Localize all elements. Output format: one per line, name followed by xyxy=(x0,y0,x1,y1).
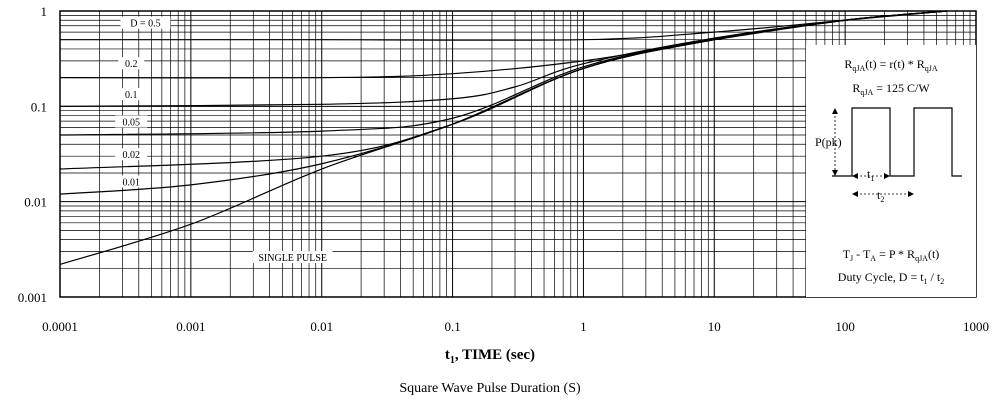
x-tick-label: 10 xyxy=(708,319,721,334)
t2-arrow-right xyxy=(908,191,914,197)
x-tick-label: 1 xyxy=(580,319,587,334)
series-label-bg-d-0-5 xyxy=(120,16,171,29)
inset-formula-1: RqJA(t) = r(t) * RqJA xyxy=(844,57,937,73)
series-label-bg-single-pulse xyxy=(252,251,333,264)
ppk-arrow-down xyxy=(832,170,838,176)
series-line-single-pulse xyxy=(59,10,948,265)
series-label-d-0-5: D = 0.5 xyxy=(130,19,160,30)
series-layer xyxy=(59,10,948,265)
y-tick-label: 0.001 xyxy=(18,290,47,305)
series-label-bg-0-01 xyxy=(115,175,148,188)
y-tick-label: 0.1 xyxy=(31,99,47,114)
series-label-bg-0-1 xyxy=(118,88,145,101)
x-tick-label: 0.0001 xyxy=(42,319,78,334)
x-axis-label: t1, TIME (sec) xyxy=(445,347,535,366)
t1-arrow-right xyxy=(884,173,890,179)
series-label-0-02: 0.02 xyxy=(122,150,140,161)
t2-label: t2 xyxy=(877,188,884,204)
series-label-0-1: 0.1 xyxy=(125,90,138,101)
series-label-0-2: 0.2 xyxy=(125,59,138,70)
x-tick-label: 0.001 xyxy=(176,319,205,334)
ppk-arrow-up xyxy=(832,108,838,114)
ppk-label: P(pk) xyxy=(815,135,842,149)
inset-duty-cycle: Duty Cycle, D = t1 / t2 xyxy=(838,270,944,286)
x-tick-label: 100 xyxy=(835,319,855,334)
minor-grid xyxy=(60,11,976,297)
series-label-bg-0-02 xyxy=(115,148,148,161)
y-tick-label: 1 xyxy=(41,4,48,19)
inset-panel: RqJA(t) = r(t) * RqJA RqJA = 125 C/W P(p… xyxy=(806,45,976,297)
y-tick-labels: 1 0.1 0.01 0.001 xyxy=(18,4,47,305)
x-tick-labels: 0.0001 0.001 0.01 0.1 1 10 100 1000 xyxy=(42,319,989,334)
series-label-0-01: 0.01 xyxy=(122,178,140,189)
inset-equation: TJ - TA = P * RqJA(t) xyxy=(843,247,940,263)
series-label-bg-0-2 xyxy=(118,57,145,70)
t1-arrow-left xyxy=(852,173,858,179)
inset-formula-2: RqJA = 125 C/W xyxy=(852,81,930,97)
y-tick-label: 0.01 xyxy=(24,195,47,210)
x-tick-label: 0.1 xyxy=(444,319,460,334)
pulse-waveform xyxy=(832,107,962,177)
series-label-0-05: 0.05 xyxy=(122,118,140,129)
series-label-layer: D = 0.5 0.2 0.1 0.05 0.02 0.01 SINGLE PULSE xyxy=(115,16,333,264)
x-tick-label: 0.01 xyxy=(310,319,333,334)
t2-arrow-left xyxy=(852,191,858,197)
series-label-single-pulse: SINGLE PULSE xyxy=(258,253,327,264)
x-tick-label: 1000 xyxy=(963,319,989,334)
t1-label: t1 xyxy=(867,167,874,183)
chart-caption: Square Wave Pulse Duration (S) xyxy=(399,381,581,396)
series-label-bg-0-05 xyxy=(115,115,148,128)
